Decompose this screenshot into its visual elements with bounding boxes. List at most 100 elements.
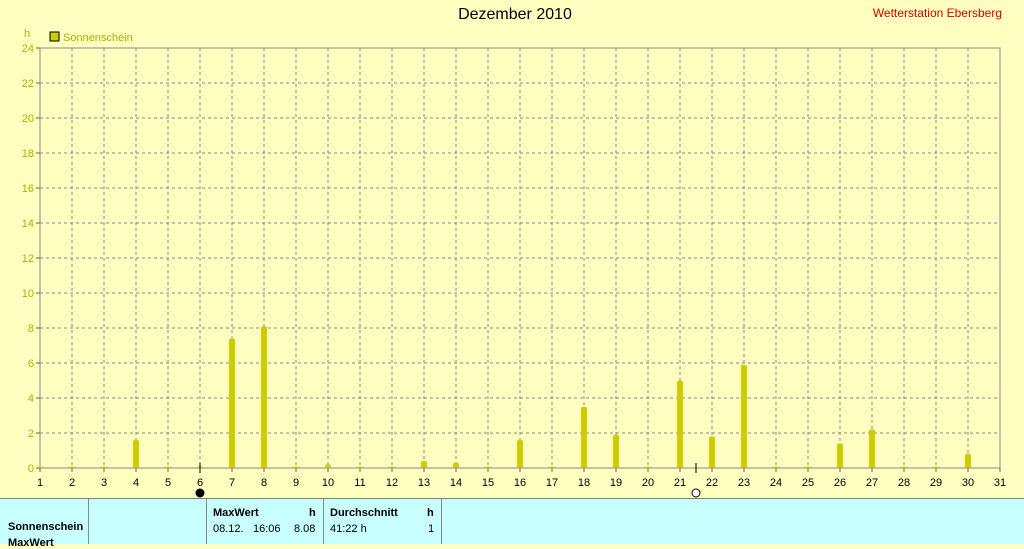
x-tick-label: 26 [834, 477, 846, 489]
y-tick-label: 22 [22, 78, 34, 90]
y-tick-label: 20 [22, 113, 34, 125]
max-date: 08.12. [213, 523, 244, 535]
y-tick-label: 10 [22, 288, 34, 300]
legend-label: Sonnenschein [63, 32, 133, 44]
bar [37, 466, 43, 468]
y-tick-label: 6 [28, 358, 34, 370]
y-tick-label: 24 [22, 43, 34, 55]
x-tick-label: 24 [770, 477, 782, 489]
x-axis: 1 2 3 4 5 6 7 8 9 10 11 12 13 14 15 16 17 18 19 20 21 22 23 24 2… [37, 468, 1006, 489]
max-time: 16:06 [253, 523, 281, 535]
bar [901, 466, 907, 468]
x-tick-label: 18 [578, 477, 590, 489]
y-tick-label: 18 [22, 148, 34, 160]
avg-count: 1 [428, 523, 435, 535]
row-label-cell: Sonnenschein MaxWert [0, 499, 89, 549]
max-header: MaxWert [213, 507, 259, 519]
bar [261, 326, 267, 468]
bar [837, 443, 843, 468]
y-tick-label: 12 [22, 253, 34, 265]
row-label-2: MaxWert [8, 537, 54, 549]
max-value: 8.08 [294, 523, 316, 535]
avg-header: Durchschnitt [330, 507, 398, 519]
bar [773, 466, 779, 468]
bar [869, 429, 875, 468]
bar [613, 434, 619, 468]
y-tick-label: 14 [22, 218, 34, 230]
new-moon-icon [195, 488, 205, 498]
bar [581, 406, 587, 468]
row-label: Sonnenschein [8, 521, 84, 533]
x-tick-label: 1 [37, 477, 43, 489]
x-tick-label: 4 [133, 477, 139, 489]
bar [485, 466, 491, 468]
bar [69, 466, 75, 468]
avg-cell: Durchschnitt h 41:22 h 1 [324, 499, 442, 544]
y-tick-label: 2 [28, 428, 34, 440]
grid-lines [40, 47, 1000, 468]
x-tick-label: 25 [802, 477, 814, 489]
bar [517, 440, 523, 468]
bar-series [37, 326, 971, 468]
x-tick-label: 28 [898, 477, 910, 489]
x-tick-label: 13 [418, 477, 430, 489]
x-tick-label: 30 [962, 477, 974, 489]
bar [741, 364, 747, 468]
bar [677, 380, 683, 468]
x-tick-label: 31 [994, 477, 1006, 489]
max-unit: h [309, 507, 316, 519]
bar [165, 466, 171, 468]
x-tick-label: 23 [738, 477, 750, 489]
bar [389, 466, 395, 468]
x-tick-label: 27 [866, 477, 878, 489]
y-tick-label: 8 [28, 323, 34, 335]
x-tick-label: 19 [610, 477, 622, 489]
x-tick-label: 5 [165, 477, 171, 489]
bar [101, 466, 107, 468]
x-tick-label: 9 [293, 477, 299, 489]
avg-value: 41:22 h [330, 523, 367, 535]
max-cell: MaxWert h 08.12. 16:06 8.08 [207, 499, 324, 544]
full-moon-icon [691, 488, 701, 498]
x-tick-label: 12 [386, 477, 398, 489]
x-tick-label: 8 [261, 477, 267, 489]
x-tick-label: 14 [450, 477, 462, 489]
x-tick-label: 3 [101, 477, 107, 489]
empty-cell [89, 499, 207, 544]
bar [293, 466, 299, 468]
bar [645, 466, 651, 468]
y-tick-label: 0 [28, 463, 34, 475]
bar [453, 462, 459, 468]
x-tick-label: 29 [930, 477, 942, 489]
x-tick-label: 20 [642, 477, 654, 489]
station-name: Wetterstation Ebersberg [872, 6, 1002, 20]
bar [421, 461, 427, 468]
x-tick-label: 17 [546, 477, 558, 489]
x-tick-label: 15 [482, 477, 494, 489]
x-tick-label: 7 [229, 477, 235, 489]
moon-markers [195, 463, 701, 498]
bar [805, 466, 811, 468]
chart-title: Dezember 2010 [458, 6, 572, 23]
bar [229, 338, 235, 468]
y-axis-label: h [24, 28, 30, 40]
avg-unit: h [427, 507, 434, 519]
x-tick-label: 11 [354, 477, 365, 489]
x-tick-label: 2 [69, 477, 75, 489]
bar [133, 440, 139, 468]
bar [549, 466, 555, 468]
x-tick-label: 21 [674, 477, 686, 489]
bar [933, 466, 939, 468]
bar [965, 454, 971, 468]
x-tick-label: 10 [322, 477, 334, 489]
x-tick-label: 22 [706, 477, 718, 489]
y-tick-label: 4 [28, 393, 34, 405]
bar [325, 464, 331, 468]
bar [709, 436, 715, 468]
stats-table: Sonnenschein MaxWert MaxWert h 08.12. 16… [0, 498, 1024, 549]
bar [357, 466, 363, 468]
x-tick-label: 16 [514, 477, 526, 489]
legend-swatch [49, 31, 60, 42]
